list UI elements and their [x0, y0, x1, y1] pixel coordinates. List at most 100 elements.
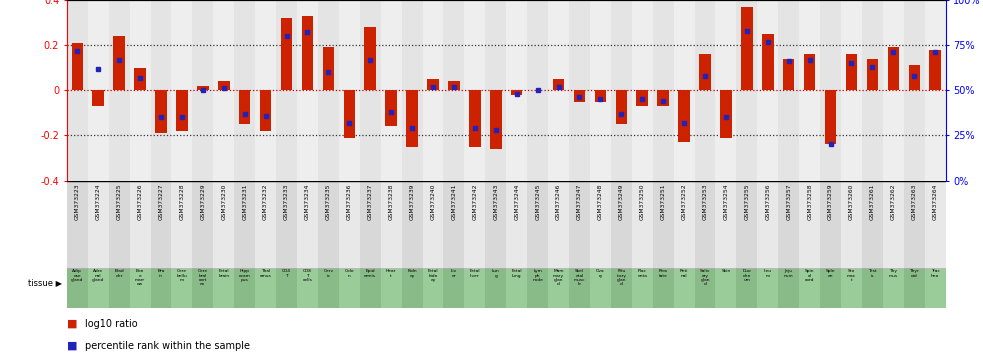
Bar [820, 0, 841, 181]
Bar [779, 181, 799, 269]
Bar [380, 0, 402, 181]
Text: GSM373262: GSM373262 [891, 183, 896, 220]
Text: Sple
en: Sple en [826, 269, 836, 278]
Text: GSM373227: GSM373227 [158, 183, 163, 220]
Bar [256, 269, 276, 308]
Bar [883, 0, 903, 181]
Text: GSM373230: GSM373230 [221, 183, 226, 219]
Bar [632, 181, 653, 269]
Text: Pitu
itary
glan
d: Pitu itary glan d [616, 269, 626, 286]
Bar [862, 181, 883, 269]
Bar [365, 27, 376, 90]
Text: Fetal
liver: Fetal liver [470, 269, 480, 278]
Bar [820, 269, 841, 308]
Bar [549, 269, 569, 308]
Text: GSM373231: GSM373231 [242, 183, 247, 220]
Bar [741, 7, 753, 90]
Text: CD4
T: CD4 T [282, 269, 291, 278]
Bar [574, 90, 585, 102]
Bar [673, 0, 695, 181]
Bar [862, 269, 883, 308]
Text: GSM373253: GSM373253 [703, 183, 708, 220]
Bar [423, 0, 443, 181]
Bar [297, 269, 318, 308]
Bar [610, 181, 632, 269]
Bar [130, 0, 150, 181]
Bar [448, 81, 460, 90]
Text: ■: ■ [67, 319, 78, 329]
Bar [344, 90, 355, 138]
Bar [486, 269, 506, 308]
Text: GSM373246: GSM373246 [556, 183, 561, 219]
Bar [193, 181, 213, 269]
Bar [762, 34, 774, 90]
Text: Reti
nal: Reti nal [680, 269, 688, 278]
Text: GSM373260: GSM373260 [849, 183, 854, 219]
Text: Thyr
oid: Thyr oid [909, 269, 919, 278]
Text: GSM373258: GSM373258 [807, 183, 812, 220]
Bar [380, 181, 402, 269]
Text: GSM373235: GSM373235 [326, 183, 331, 220]
Bar [716, 0, 736, 181]
Text: Kidn
ey: Kidn ey [407, 269, 417, 278]
Bar [155, 90, 167, 133]
Text: percentile rank within the sample: percentile rank within the sample [85, 341, 250, 351]
Bar [595, 90, 607, 102]
Bar [218, 81, 229, 90]
Text: Skel
etal
musc
le: Skel etal musc le [574, 269, 585, 286]
Bar [569, 0, 590, 181]
Text: GSM373243: GSM373243 [493, 183, 498, 219]
Bar [653, 269, 673, 308]
Text: GSM373264: GSM373264 [933, 183, 938, 219]
Bar [527, 181, 549, 269]
Text: Fetal
lung: Fetal lung [511, 269, 522, 278]
Text: GSM373256: GSM373256 [766, 183, 771, 220]
Bar [569, 181, 590, 269]
Bar [491, 90, 501, 149]
Bar [360, 181, 380, 269]
Text: Cere
bral
cort
ex: Cere bral cort ex [198, 269, 208, 286]
Text: GSM373250: GSM373250 [640, 183, 645, 220]
Bar [799, 269, 820, 308]
Bar [464, 0, 486, 181]
Bar [297, 181, 318, 269]
Bar [109, 181, 130, 269]
Bar [779, 269, 799, 308]
Bar [171, 181, 193, 269]
Bar [721, 90, 731, 138]
Bar [109, 269, 130, 308]
Text: GSM373225: GSM373225 [117, 183, 122, 220]
Bar [198, 86, 208, 90]
Text: GSM373238: GSM373238 [388, 183, 393, 219]
Bar [590, 0, 610, 181]
Bar [925, 269, 946, 308]
Bar [716, 269, 736, 308]
Bar [171, 269, 193, 308]
Text: GSM373245: GSM373245 [535, 183, 540, 220]
Bar [699, 54, 711, 90]
Bar [213, 181, 234, 269]
Text: Hear
t: Hear t [386, 269, 396, 278]
Bar [903, 181, 925, 269]
Bar [867, 59, 878, 90]
Bar [590, 269, 610, 308]
Bar [239, 90, 251, 124]
Bar [109, 0, 130, 181]
Bar [527, 269, 549, 308]
Bar [402, 181, 423, 269]
Bar [506, 269, 527, 308]
Bar [464, 181, 486, 269]
Text: GSM373242: GSM373242 [473, 183, 478, 220]
Bar [234, 0, 256, 181]
Bar [256, 0, 276, 181]
Bar [302, 16, 314, 90]
Bar [637, 90, 648, 106]
Bar [845, 54, 857, 90]
Text: GSM373228: GSM373228 [180, 183, 185, 220]
Text: Duo
den
um: Duo den um [742, 269, 751, 282]
Text: GSM373247: GSM373247 [577, 183, 582, 220]
Text: GSM373237: GSM373237 [368, 183, 373, 220]
Text: GSM373251: GSM373251 [661, 183, 665, 220]
Bar [779, 0, 799, 181]
Text: GSM373252: GSM373252 [681, 183, 686, 220]
